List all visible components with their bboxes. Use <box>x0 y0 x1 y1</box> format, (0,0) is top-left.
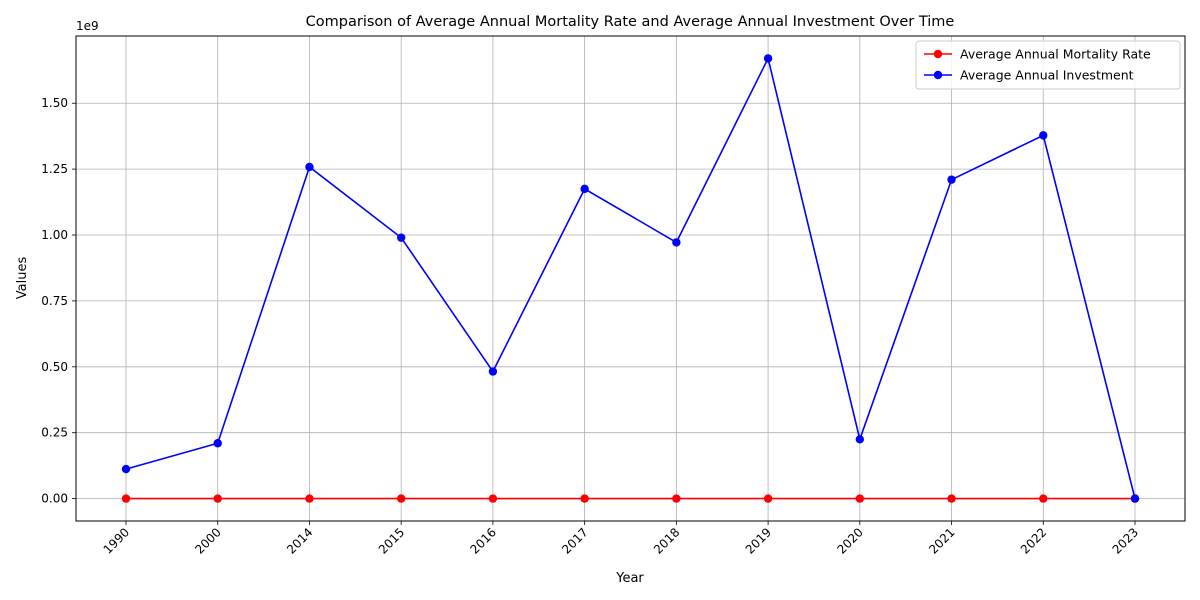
x-tick-label: 2023 <box>1110 525 1141 556</box>
series-line <box>125 56 1136 499</box>
data-point <box>396 233 406 242</box>
x-axis: 1990 2000 2014 2015 2016 2017 2018 2019 2020 2021… <box>101 521 1141 557</box>
x-tick-label: 2021 <box>926 525 957 556</box>
data-point <box>1039 494 1048 503</box>
y-tick-label: 0.00 <box>41 492 68 506</box>
data-point <box>396 494 406 503</box>
data-point <box>580 494 589 503</box>
chart-title: Comparison of Average Annual Mortality R… <box>306 14 955 30</box>
legend-marker <box>933 49 943 59</box>
data-point <box>305 494 314 503</box>
x-tick-label: 2015 <box>376 525 407 556</box>
y-axis-label: Values <box>15 257 30 300</box>
data-point <box>672 494 681 503</box>
y-scale-label: 1e9 <box>76 19 99 33</box>
x-tick-label: 2018 <box>651 525 682 556</box>
y-tick-label: 0.50 <box>41 360 68 374</box>
data-point <box>305 162 314 172</box>
data-point <box>121 464 131 474</box>
y-tick-label: 1.00 <box>41 228 68 242</box>
data-point <box>488 367 498 376</box>
legend-box <box>915 40 1181 90</box>
data-point <box>672 238 681 247</box>
x-tick-label: 2020 <box>834 525 865 556</box>
legend-marker <box>933 70 943 80</box>
plot-frame <box>75 35 1186 522</box>
legend-item: Average Annual Mortality Rate <box>924 47 1151 62</box>
x-tick-label: 2000 <box>192 525 223 556</box>
x-tick-label: 1990 <box>101 525 132 556</box>
data-point <box>855 494 865 503</box>
y-tick-label: 1.50 <box>41 96 68 110</box>
legend-label: Average Annual Investment <box>960 68 1134 83</box>
legend-item: Average Annual Investment <box>924 68 1134 83</box>
y-axis: 0.00 0.25 0.50 0.75 1.00 1.25 1.50 <box>41 96 76 506</box>
data-point <box>213 439 222 448</box>
data-point <box>488 494 498 503</box>
data-point <box>580 184 589 194</box>
x-tick-label: 2016 <box>468 525 499 556</box>
data-point <box>213 494 222 503</box>
grid-lines <box>76 36 1185 521</box>
y-tick-label: 1.25 <box>41 162 68 176</box>
data-point <box>947 494 956 503</box>
series-layer <box>121 54 1140 503</box>
data-point <box>763 54 773 63</box>
data-point <box>121 494 131 503</box>
y-tick-label: 0.25 <box>41 426 68 440</box>
x-tick-label: 2022 <box>1018 525 1049 556</box>
data-point <box>1039 131 1048 140</box>
data-point <box>763 494 773 503</box>
data-point <box>1130 494 1140 503</box>
legend-label: Average Annual Mortality Rate <box>960 47 1151 62</box>
series <box>121 54 1140 503</box>
data-point <box>947 175 956 184</box>
x-axis-label: Year <box>615 571 644 586</box>
data-point <box>855 435 865 444</box>
legend: Average Annual Mortality Rate Average Ann… <box>915 40 1181 90</box>
x-tick-label: 2019 <box>743 525 774 556</box>
x-tick-label: 2017 <box>559 525 590 556</box>
y-tick-label: 0.75 <box>41 294 68 308</box>
series <box>121 494 1140 503</box>
x-tick-label: 2014 <box>284 525 315 556</box>
